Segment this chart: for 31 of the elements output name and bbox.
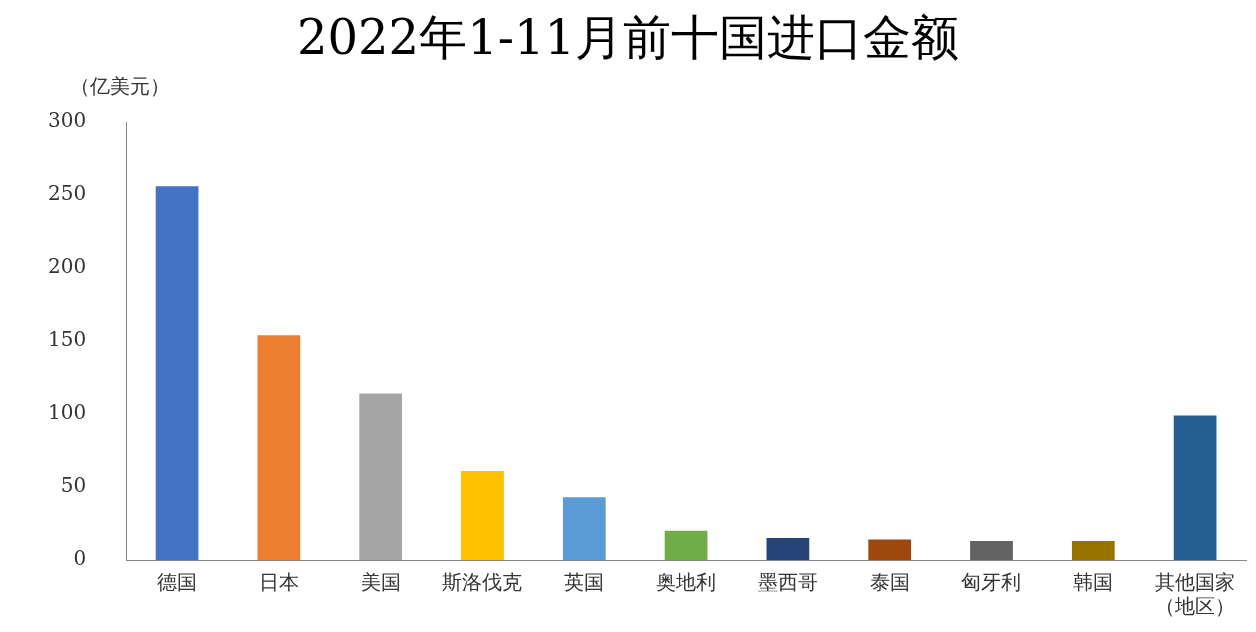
x-tick-label: 奥地利	[656, 570, 717, 595]
x-tick-label: 匈牙利	[961, 570, 1022, 595]
bar	[461, 470, 504, 560]
bar	[868, 539, 912, 560]
bar	[155, 186, 199, 560]
y-tick-label: 300	[47, 108, 87, 133]
bar	[359, 393, 403, 560]
y-tick-label: 200	[47, 254, 87, 279]
x-tick-label: 韩国	[1073, 570, 1114, 595]
x-tick-label: 斯洛伐克	[442, 570, 523, 595]
y-tick-label: 100	[47, 400, 87, 425]
x-tick-label: 墨西哥	[757, 570, 818, 595]
bar	[257, 335, 301, 560]
bar	[970, 541, 1013, 560]
y-axis-title: （亿美元）	[70, 74, 170, 99]
chart-title: 2022年1-11月前十国进口金额	[296, 8, 960, 67]
x-tick-label: 德国	[157, 570, 198, 595]
bar	[562, 497, 606, 560]
bar	[664, 530, 708, 560]
y-tick-label: 0	[73, 546, 87, 571]
x-tick-label: 日本	[258, 570, 299, 595]
x-tick-label: 其他国家（地区）	[1155, 570, 1236, 619]
x-tick-label: 美国	[360, 570, 401, 595]
y-tick-label: 50	[60, 473, 87, 498]
x-tick-label: 英国	[564, 570, 605, 595]
y-tick-label: 150	[47, 327, 87, 352]
x-tick-label: 泰国	[869, 570, 910, 595]
y-tick-label: 250	[47, 181, 87, 206]
bar	[1173, 415, 1217, 560]
bar	[766, 538, 810, 560]
bar	[1071, 541, 1115, 560]
